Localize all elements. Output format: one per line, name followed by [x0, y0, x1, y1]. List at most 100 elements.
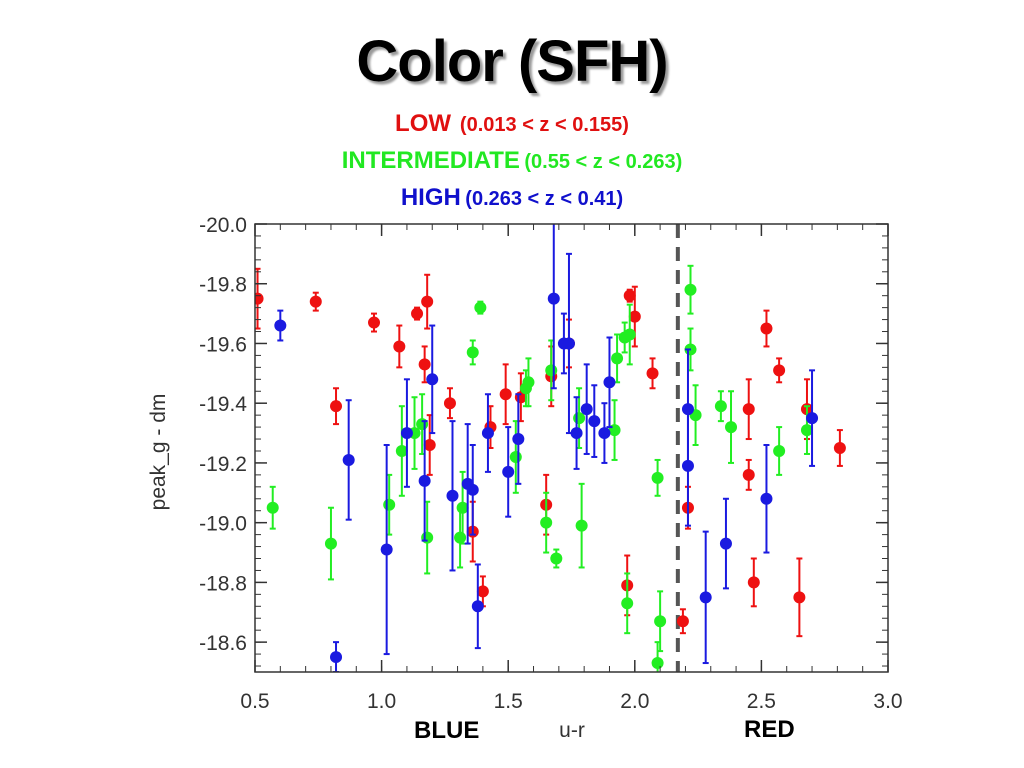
- subtitle-low: LOW (0.013 < z < 0.155): [0, 110, 1024, 138]
- data-point: [611, 352, 624, 365]
- page-title: Color (SFH): [356, 29, 668, 94]
- data-point: [773, 364, 786, 377]
- x-tick-label: 2.5: [747, 690, 776, 713]
- data-point: [400, 427, 413, 440]
- data-point: [421, 531, 434, 544]
- data-point: [330, 651, 343, 664]
- data-point: [621, 597, 634, 610]
- series-intermediate: [266, 264, 813, 672]
- data-point: [793, 591, 806, 604]
- data-point: [416, 418, 429, 431]
- x-tick-label: 3.0: [873, 690, 902, 713]
- data-point: [418, 358, 431, 371]
- data-point: [502, 465, 515, 478]
- x-tick-label: 1.0: [367, 690, 396, 713]
- data-point: [773, 444, 786, 457]
- data-point: [421, 295, 434, 308]
- data-point: [623, 328, 636, 341]
- data-point: [651, 471, 664, 484]
- data-point: [603, 376, 616, 389]
- data-point: [368, 316, 381, 329]
- data-point: [719, 537, 732, 550]
- data-point: [255, 292, 264, 305]
- plot-area: [255, 224, 846, 672]
- data-point: [512, 433, 525, 446]
- data-point: [423, 439, 436, 452]
- data-point: [714, 400, 727, 413]
- data-point: [456, 501, 469, 514]
- y-tick-label: -20.0: [199, 214, 247, 237]
- data-point: [309, 295, 322, 308]
- data-point: [443, 397, 456, 410]
- data-point: [806, 412, 819, 425]
- data-point: [411, 307, 424, 320]
- data-point: [760, 492, 773, 505]
- y-tick-label: -18.6: [199, 632, 247, 655]
- data-point: [684, 283, 697, 296]
- data-point: [274, 319, 287, 332]
- data-point: [540, 516, 553, 529]
- y-axis-title: peak_g - dm: [147, 394, 170, 511]
- data-point: [575, 519, 588, 532]
- data-point: [466, 483, 479, 496]
- x-axis-title: u-r: [559, 719, 585, 742]
- data-point: [266, 501, 279, 514]
- data-point: [654, 615, 667, 628]
- data-point: [454, 531, 467, 544]
- x-tick-label: 0.5: [240, 690, 269, 713]
- data-point: [342, 453, 355, 466]
- subtitle-high: HIGH (0.263 < z < 0.41): [0, 184, 1024, 212]
- region-label-red: RED: [744, 716, 795, 743]
- subtitle-low-name: LOW: [395, 110, 452, 137]
- subtitle-intermediate: INTERMEDIATE (0.55 < z < 0.263): [0, 147, 1024, 175]
- data-point: [580, 403, 593, 416]
- data-point: [550, 552, 563, 565]
- x-tick-label: 2.0: [620, 690, 649, 713]
- data-point: [623, 289, 636, 302]
- data-point: [725, 421, 738, 434]
- data-point: [395, 444, 408, 457]
- data-point: [380, 543, 393, 556]
- subtitle-intermediate-range: (0.55 < z < 0.263): [524, 151, 683, 173]
- data-point: [393, 340, 406, 353]
- axes: 0.5 1.0 1.5 2.0 2.5 3.0 -20.0 -19.8 -19.6 -19.4 -1…: [199, 214, 902, 713]
- region-label-blue: BLUE: [414, 717, 480, 744]
- plot-frame: [254, 223, 889, 673]
- series-low: [255, 267, 846, 638]
- data-point: [383, 498, 396, 511]
- data-point: [598, 427, 611, 440]
- data-point: [474, 301, 487, 314]
- data-point: [547, 292, 560, 305]
- data-point: [742, 468, 755, 481]
- data-point: [509, 450, 522, 463]
- data-point: [699, 591, 712, 604]
- data-point: [760, 322, 773, 335]
- data-point: [562, 337, 575, 350]
- data-point: [651, 657, 664, 670]
- y-tick-label: -19.4: [199, 393, 247, 416]
- data-point: [481, 427, 494, 440]
- data-point: [324, 537, 337, 550]
- data-point: [330, 400, 343, 413]
- data-point: [466, 346, 479, 359]
- y-tick-label: -19.0: [199, 513, 247, 536]
- y-tick-label: -18.8: [199, 572, 247, 595]
- data-point: [681, 459, 694, 472]
- subtitle-low-range: (0.013 < z < 0.155): [459, 114, 629, 136]
- data-point: [426, 373, 439, 386]
- data-point: [418, 474, 431, 487]
- subtitle-high-range: (0.263 < z < 0.41): [465, 188, 624, 210]
- subtitle-high-name: HIGH: [400, 184, 461, 211]
- data-point: [446, 489, 459, 502]
- data-point: [499, 388, 512, 401]
- subtitle-intermediate-name: INTERMEDIATE: [341, 147, 520, 174]
- data-point: [742, 403, 755, 416]
- data-point: [471, 600, 484, 613]
- data-point: [570, 427, 583, 440]
- y-tick-label: -19.2: [199, 453, 247, 476]
- y-tick-label: -19.8: [199, 274, 247, 297]
- data-point: [676, 615, 689, 628]
- data-point: [747, 576, 760, 589]
- series-high: [274, 224, 819, 672]
